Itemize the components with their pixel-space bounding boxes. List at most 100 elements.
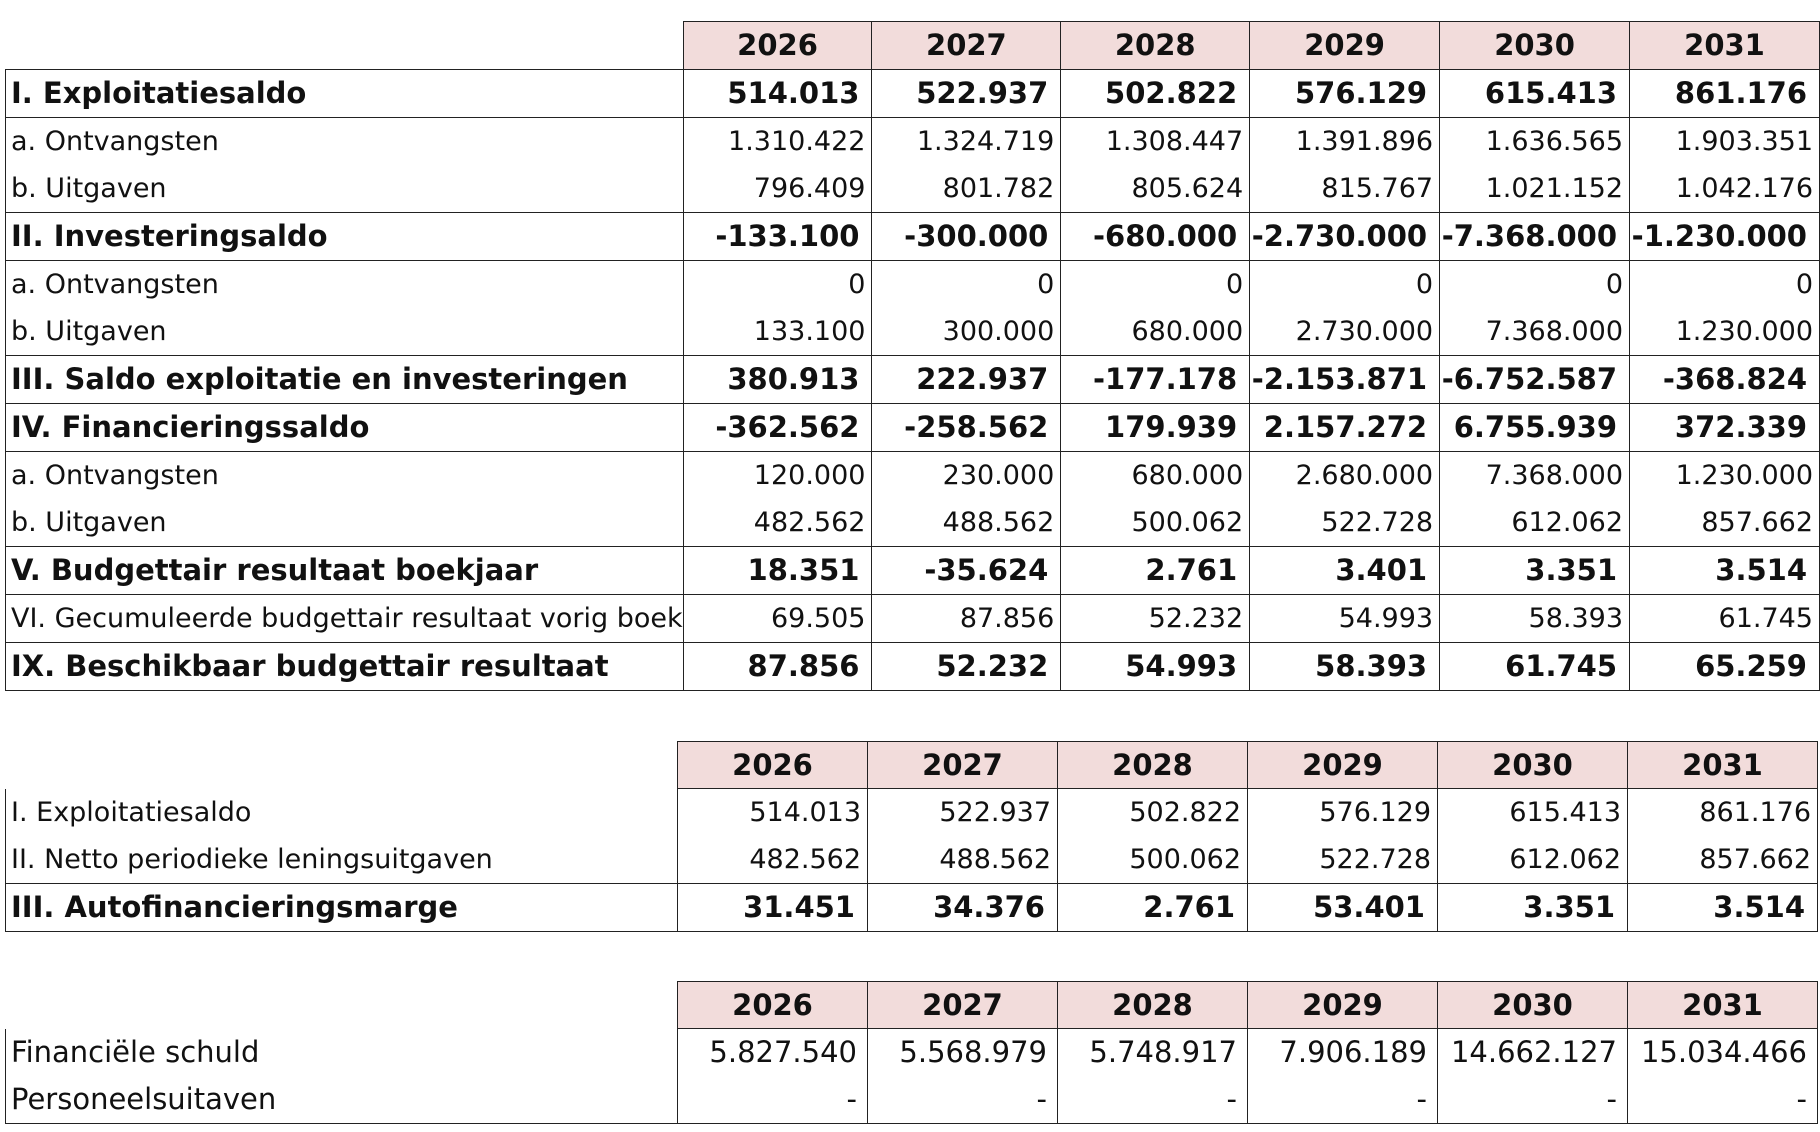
table-row: I. Exploitatiesaldo 514.013 522.937 502.822…: [5, 788, 1818, 836]
value-cell: 1.021.152: [1439, 164, 1631, 212]
value-cell: 58.393: [1249, 641, 1441, 691]
table-row: Financiële schuld 5.827.540 5.568.979 5.748…: [5, 1028, 1818, 1076]
value-cell: 58.393: [1439, 594, 1631, 642]
value-cell: 87.856: [682, 641, 873, 691]
value-cell: 522.728: [1247, 835, 1438, 883]
table-row: a. Ontvangsten 0 0 0 0 0 0: [5, 260, 1820, 308]
value-cell: -1.230.000: [1629, 211, 1820, 261]
table-body: 2026 2027 2028 2029 2030 2031 I. Exploitatiesa…: [5, 741, 1818, 932]
value-cell: 482.562: [677, 835, 868, 883]
value-cell: 52.232: [871, 641, 1062, 691]
value-cell: 2.680.000: [1249, 451, 1441, 499]
table-row: IX. Beschikbaar budgettair resultaat 87.8…: [5, 641, 1820, 691]
year-header: 2029: [1249, 21, 1441, 70]
year-header: 2027: [867, 981, 1058, 1029]
value-cell: 1.230.000: [1629, 451, 1820, 499]
year-header: 2026: [677, 741, 868, 789]
value-cell: 372.339: [1629, 402, 1820, 452]
value-cell: -6.752.587: [1439, 354, 1631, 404]
value-cell: 54.993: [1249, 594, 1441, 642]
blank-cell: [5, 741, 678, 789]
value-cell: 514.013: [682, 68, 873, 118]
value-cell: 500.062: [1057, 835, 1248, 883]
value-cell: -177.178: [1060, 354, 1251, 404]
year-header: 2026: [682, 21, 873, 70]
year-header: 2027: [871, 21, 1062, 70]
value-cell: 5.568.979: [867, 1028, 1058, 1076]
value-cell: 680.000: [1060, 307, 1251, 355]
value-cell: -: [867, 1075, 1058, 1124]
value-cell: 861.176: [1627, 788, 1818, 836]
row-label: a. Ontvangsten: [5, 117, 684, 165]
year-header: 2026: [677, 981, 868, 1029]
value-cell: 54.993: [1060, 641, 1251, 691]
value-cell: 514.013: [677, 788, 868, 836]
year-header: 2028: [1057, 741, 1248, 789]
value-cell: -680.000: [1060, 211, 1251, 261]
value-cell: 7.368.000: [1439, 451, 1631, 499]
value-cell: 615.413: [1439, 68, 1631, 118]
value-cell: 1.903.351: [1629, 117, 1820, 165]
value-cell: -: [1057, 1075, 1248, 1124]
value-cell: 1.042.176: [1629, 164, 1820, 212]
value-cell: 14.662.127: [1437, 1028, 1628, 1076]
table-row: b. Uitgaven 482.562 488.562 500.062 522.728 6…: [5, 498, 1820, 546]
row-label: Financiële schuld: [5, 1028, 678, 1076]
value-cell: 0: [1060, 260, 1251, 308]
table-body: 2026 2027 2028 2029 2030 2031 Financiële schul…: [5, 981, 1818, 1124]
value-cell: 6.755.939: [1439, 402, 1631, 452]
value-cell: 488.562: [867, 835, 1058, 883]
value-cell: 2.730.000: [1249, 307, 1441, 355]
value-cell: -258.562: [871, 402, 1062, 452]
table-body: 2026 2027 2028 2029 2030 2031 I. Exploitatiesa…: [5, 21, 1820, 691]
value-cell: 3.514: [1627, 882, 1818, 932]
data-table: 2026 2027 2028 2029 2030 2031 I. Exploitatiesa…: [5, 21, 1820, 691]
value-cell: 5.748.917: [1057, 1028, 1248, 1076]
value-cell: -35.624: [871, 545, 1062, 595]
data-table: 2026 2027 2028 2029 2030 2031 Financiële schul…: [5, 981, 1818, 1124]
value-cell: 612.062: [1439, 498, 1631, 546]
table-row: VI. Gecumuleerde budgettair resultaat vo…: [5, 594, 1820, 642]
year-header: 2030: [1439, 21, 1631, 70]
value-cell: 1.308.447: [1060, 117, 1251, 165]
value-cell: 0: [871, 260, 1062, 308]
value-cell: -362.562: [682, 402, 873, 452]
value-cell: -368.824: [1629, 354, 1820, 404]
row-label: VI. Gecumuleerde budgettair resultaat vo…: [5, 594, 684, 642]
year-header: 2031: [1627, 741, 1818, 789]
value-cell: 488.562: [871, 498, 1062, 546]
table-row: a. Ontvangsten 1.310.422 1.324.719 1.308.44…: [5, 117, 1820, 165]
value-cell: 612.062: [1437, 835, 1628, 883]
value-cell: 222.937: [871, 354, 1062, 404]
row-label: V. Budgettair resultaat boekjaar: [5, 545, 684, 595]
value-cell: -: [1437, 1075, 1628, 1124]
value-cell: 61.745: [1629, 594, 1820, 642]
value-cell: -2.153.871: [1249, 354, 1441, 404]
value-cell: 522.728: [1249, 498, 1441, 546]
value-cell: 805.624: [1060, 164, 1251, 212]
value-cell: 133.100: [682, 307, 873, 355]
value-cell: 522.937: [871, 68, 1062, 118]
value-cell: 861.176: [1629, 68, 1820, 118]
year-header: 2029: [1247, 981, 1438, 1029]
value-cell: 61.745: [1439, 641, 1631, 691]
row-label: b. Uitgaven: [5, 307, 684, 355]
blank-cell: [5, 21, 684, 69]
row-label: II. Investeringsaldo: [5, 211, 684, 261]
year-header: 2029: [1247, 741, 1438, 789]
row-label: I. Exploitatiesaldo: [5, 68, 684, 118]
year-header: 2027: [867, 741, 1058, 789]
value-cell: 87.856: [871, 594, 1062, 642]
value-cell: 31.451: [677, 882, 868, 932]
value-cell: 815.767: [1249, 164, 1441, 212]
row-label: I. Exploitatiesaldo: [5, 788, 678, 836]
row-label: a. Ontvangsten: [5, 260, 684, 308]
value-cell: 380.913: [682, 354, 873, 404]
value-cell: 1.636.565: [1439, 117, 1631, 165]
value-cell: 7.368.000: [1439, 307, 1631, 355]
table-row: III. Saldo exploitatie en investeringen 3…: [5, 354, 1820, 404]
value-cell: 576.129: [1247, 788, 1438, 836]
table-row: I. Exploitatiesaldo 514.013 522.937 502.822…: [5, 68, 1820, 118]
value-cell: -2.730.000: [1249, 211, 1441, 261]
